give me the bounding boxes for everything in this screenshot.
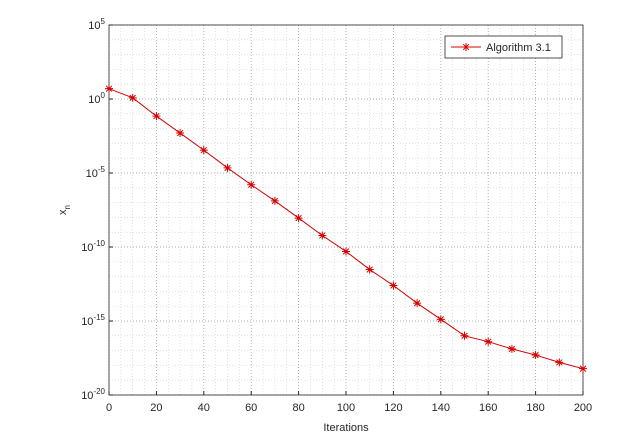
marker [365,265,374,274]
marker [270,196,279,205]
marker [436,315,445,324]
marker [152,112,161,121]
marker [507,344,516,353]
legend-box [444,35,563,59]
marker [413,299,422,308]
x-tick-label: 0 [106,402,112,414]
legend-marker [462,43,470,51]
x-tick-label: 140 [432,402,450,414]
x-tick-label: 180 [526,402,544,414]
marker [389,281,398,290]
x-tick-label: 60 [245,402,257,414]
marker [223,163,232,172]
marker [199,146,208,155]
marker [294,214,303,223]
x-tick-label: 40 [198,402,210,414]
axes-box [108,24,584,396]
x-tick-label: 160 [479,402,497,414]
marker [531,351,540,360]
marker [247,180,256,189]
x-axis-label: Iterations [323,422,369,434]
marker [176,129,185,138]
x-tick-label: 20 [150,402,162,414]
y-tick-label: 10-15 [81,313,105,328]
legend: Algorithm 3.1 [444,35,563,59]
marker [105,84,113,93]
y-tick-label: 10-20 [81,387,105,402]
y-tick-label: 105 [88,17,105,32]
x-tick-label: 100 [337,402,355,414]
marker [484,337,493,346]
legend-label: Algorithm 3.1 [486,42,551,54]
marker [342,247,350,256]
y-tick-label: 100 [88,91,105,106]
marker [128,93,137,102]
marker [579,364,587,373]
marker [318,231,327,240]
y-tick-label: 10-10 [81,239,105,254]
x-tick-label: 120 [384,402,402,414]
plot-area [109,25,583,395]
marker [555,358,564,367]
x-tick-label: 200 [574,402,592,414]
y-axis-label: xn [57,205,72,215]
y-tick-label: 10-5 [86,165,106,180]
marker [460,331,469,340]
x-tick-label: 80 [292,402,304,414]
